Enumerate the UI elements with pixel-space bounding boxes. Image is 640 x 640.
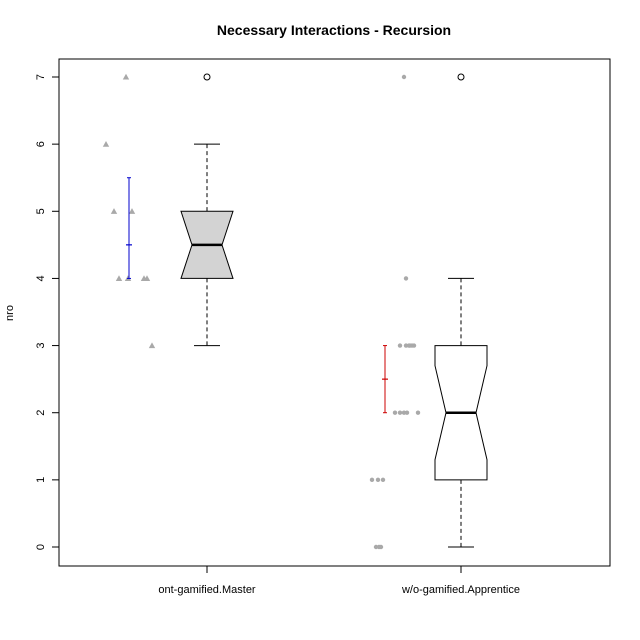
data-point xyxy=(122,73,130,80)
y-tick-label: 0 xyxy=(35,544,47,550)
y-tick-label: 7 xyxy=(35,74,47,80)
x-axis: ont-gamified.Master w/o-gamified.Apprenti… xyxy=(158,565,520,596)
data-point xyxy=(401,74,407,80)
data-point xyxy=(411,343,417,348)
plot-frame xyxy=(58,58,611,567)
data-point xyxy=(128,208,136,214)
y-tick-label: 6 xyxy=(35,141,47,147)
data-point xyxy=(110,208,118,214)
jitter-points xyxy=(102,73,421,550)
data-point xyxy=(397,343,403,348)
x-tick-label: w/o-gamified.Apprentice xyxy=(401,584,520,596)
confidence-intervals xyxy=(126,177,388,414)
y-tick-label: 3 xyxy=(35,343,47,349)
outlier-point xyxy=(203,73,211,81)
data-point xyxy=(375,477,381,483)
data-point xyxy=(102,140,110,147)
y-axis-label: nro xyxy=(4,305,16,321)
data-point xyxy=(140,275,148,281)
data-point xyxy=(415,410,421,415)
data-point xyxy=(378,544,384,550)
y-tick-label: 4 xyxy=(35,275,47,281)
y-tick-label: 1 xyxy=(35,477,47,483)
data-point xyxy=(403,276,409,281)
x-tick-label: ont-gamified.Master xyxy=(158,584,256,596)
y-tick-label: 5 xyxy=(35,208,47,214)
outlier-point xyxy=(457,73,465,81)
data-point xyxy=(392,410,398,415)
data-point xyxy=(380,477,386,483)
data-point xyxy=(115,275,123,281)
data-point xyxy=(148,342,156,349)
y-axis: 0 1 2 3 4 5 6 7 xyxy=(35,74,60,550)
data-point xyxy=(397,410,403,415)
boxes xyxy=(180,73,488,548)
data-point xyxy=(401,410,407,415)
chart-title: Necessary Interactions - Recursion xyxy=(217,22,451,38)
y-tick-label: 2 xyxy=(35,410,47,416)
data-point xyxy=(369,477,375,483)
